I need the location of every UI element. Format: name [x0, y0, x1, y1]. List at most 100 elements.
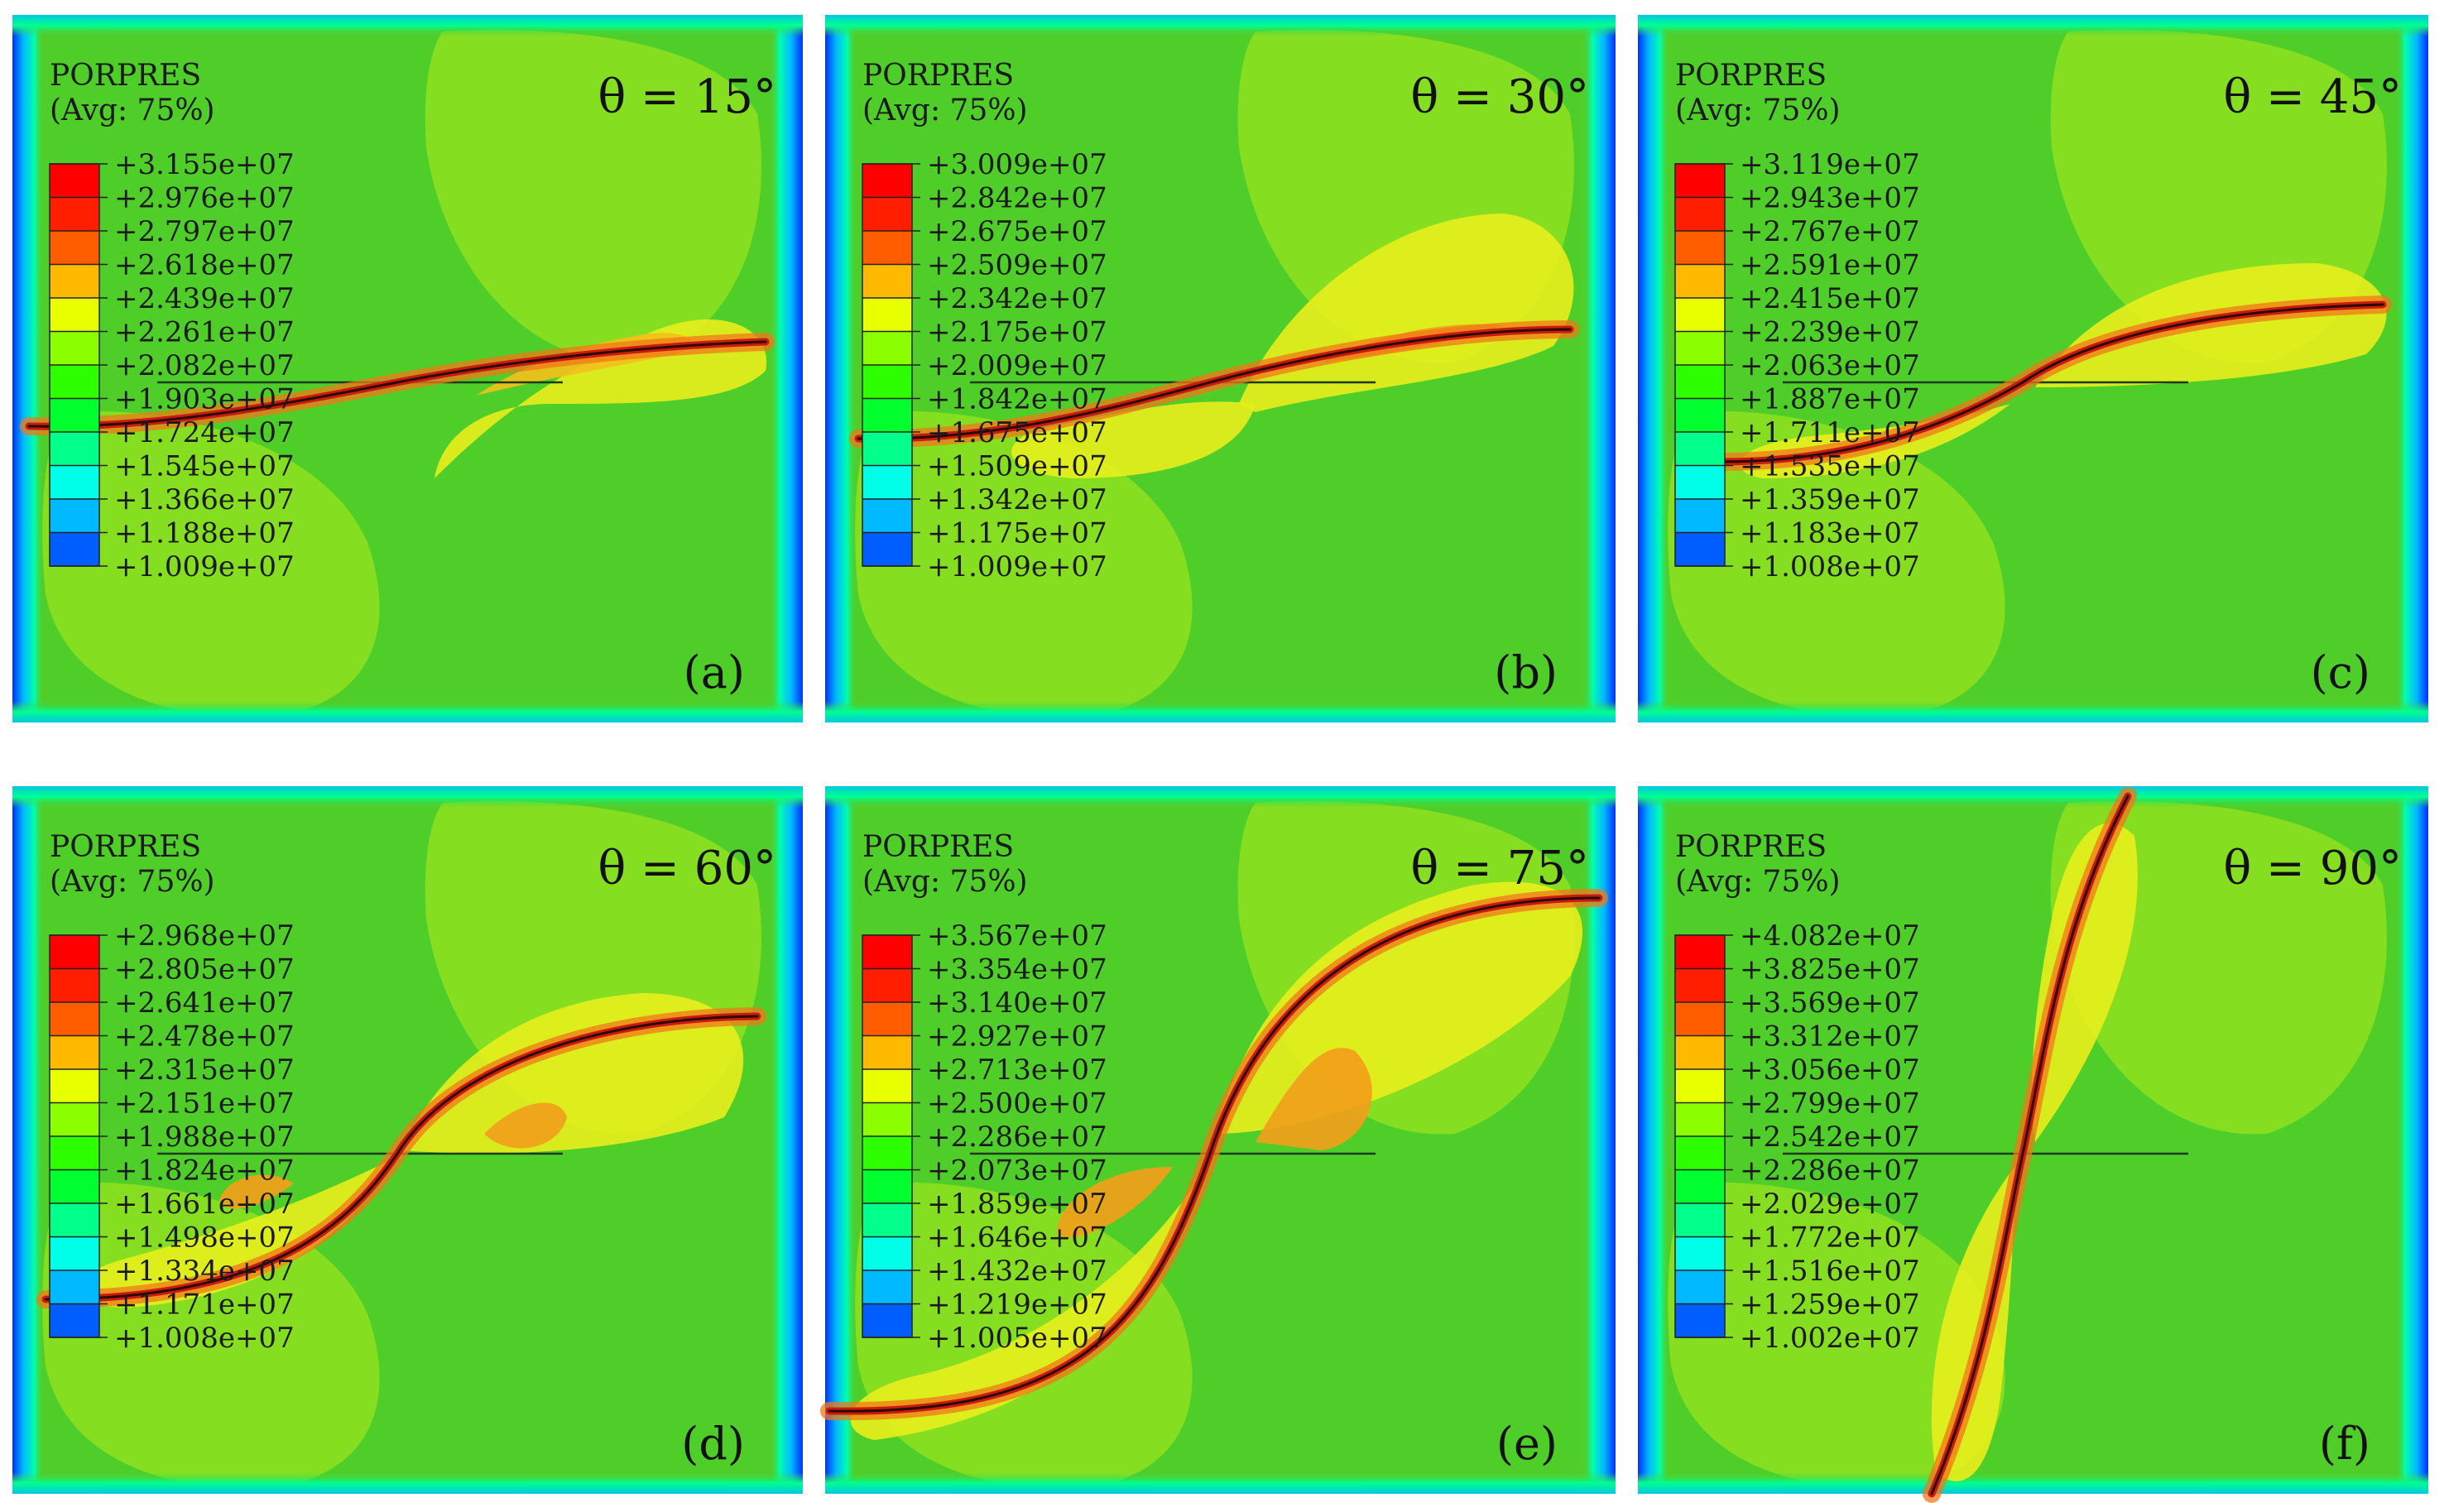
legend-swatch	[50, 365, 99, 399]
field-region-lower	[42, 410, 380, 718]
edge-right	[2395, 15, 2428, 722]
legend-swatch	[1675, 1270, 1725, 1304]
edge-right	[1582, 15, 1616, 722]
edge-bottom	[12, 1472, 803, 1494]
legend-swatch	[862, 197, 912, 232]
edge-left	[825, 786, 857, 1494]
legend-swatch	[862, 1035, 912, 1070]
legend-value: +2.927e+07	[927, 1020, 1107, 1054]
legend-value: +3.155e+07	[114, 148, 295, 181]
legend-value: +2.415e+07	[1740, 282, 1920, 315]
legend-swatch	[862, 1203, 912, 1237]
legend-value: +1.183e+07	[1740, 517, 1920, 550]
legend-swatch	[1675, 197, 1725, 232]
edge-top	[825, 15, 1616, 36]
edge-left	[1638, 786, 1669, 1494]
legend-swatch	[50, 1102, 99, 1137]
legend-value: +1.509e+07	[927, 450, 1107, 483]
edge-left	[12, 15, 44, 722]
panel-tag: (d)	[681, 1418, 745, 1470]
pressure-lobe	[1011, 401, 1256, 478]
legend-value: +1.988e+07	[114, 1121, 295, 1154]
legend-value: +2.542e+07	[1740, 1121, 1920, 1154]
legend-value: +3.312e+07	[1740, 1020, 1920, 1054]
legend-value: +1.711e+07	[1740, 416, 1920, 449]
legend-swatch	[1675, 968, 1725, 1003]
legend-swatch	[50, 398, 99, 433]
legend-value: +1.661e+07	[114, 1188, 295, 1221]
pressure-lobe	[219, 1174, 294, 1209]
panel-b: PORPRES(Avg: 75%)+3.009e+07+2.842e+07+2.…	[825, 15, 1616, 722]
panel-tag: (e)	[1496, 1418, 1558, 1470]
legend-swatch	[862, 365, 912, 399]
panel-tag: (f)	[2319, 1418, 2370, 1470]
legend-value: +2.029e+07	[1740, 1188, 1920, 1221]
legend-swatch	[1675, 365, 1725, 399]
legend-value: +2.478e+07	[114, 1020, 295, 1054]
legend-swatch	[50, 532, 99, 567]
legend-swatch	[50, 1002, 99, 1036]
crack-core	[828, 896, 1601, 1413]
panel-tag: (b)	[1494, 646, 1558, 698]
legend-swatch	[1675, 1069, 1725, 1103]
field-region-lower	[1668, 410, 2005, 718]
legend-value: +1.259e+07	[1740, 1289, 1920, 1322]
legend-swatch	[50, 432, 99, 466]
legend-swatch	[50, 331, 99, 366]
panel-e: PORPRES(Avg: 75%) +3.567e+07+3.354e+07+3.…	[820, 786, 1616, 1494]
legend-swatch	[862, 331, 912, 366]
legend-value: +1.498e+07	[114, 1222, 295, 1255]
pressure-lobe	[850, 1167, 1206, 1440]
legend-swatch	[50, 465, 99, 500]
legend-value: +2.073e+07	[927, 1154, 1107, 1188]
panel-f: PORPRES(Avg: 75%)+4.082e+07+3.825e+07+3.…	[1638, 786, 2428, 1503]
legend-value: +2.009e+07	[927, 349, 1107, 382]
legend-subtitle: (Avg: 75%)	[1675, 865, 1841, 899]
legend-swatch	[1675, 298, 1725, 332]
legend-swatch	[50, 231, 99, 265]
legend-subtitle: (Avg: 75%)	[862, 865, 1028, 899]
legend-swatch	[50, 1169, 99, 1204]
legend-swatch	[1675, 1136, 1725, 1170]
legend-swatch	[862, 432, 912, 466]
legend-swatch	[50, 298, 99, 332]
legend-swatch	[1675, 1169, 1725, 1204]
legend-value: +4.082e+07	[1740, 919, 1920, 953]
legend-value: +1.002e+07	[1740, 1322, 1920, 1355]
legend-swatch	[1675, 1303, 1725, 1338]
legend-swatch	[862, 231, 912, 265]
legend-value: +1.171e+07	[114, 1289, 295, 1322]
legend-swatch	[50, 1303, 99, 1338]
legend-swatch	[1675, 1203, 1725, 1237]
panel-tag: (c)	[2311, 646, 2370, 698]
legend-swatch	[50, 499, 99, 533]
legend-value: +2.286e+07	[1740, 1154, 1920, 1188]
theta-label: θ = 15°	[598, 70, 777, 124]
crack-core	[1719, 303, 2384, 463]
legend-value: +2.151e+07	[114, 1087, 295, 1121]
legend-value: +3.567e+07	[927, 919, 1107, 953]
legend-swatch	[1675, 499, 1725, 533]
legend-value: +2.082e+07	[114, 349, 295, 382]
legend-swatch	[1675, 532, 1725, 567]
legend-subtitle: (Avg: 75%)	[862, 94, 1028, 127]
legend-value: +2.713e+07	[927, 1054, 1107, 1087]
crack-core	[44, 1015, 759, 1301]
legend-swatch	[862, 532, 912, 567]
field-region-lower	[1668, 1182, 2005, 1490]
legend-swatch	[1675, 231, 1725, 265]
legend-value: +2.239e+07	[1740, 316, 1920, 349]
legend-value: +1.008e+07	[1740, 550, 1920, 583]
panel-tag: (a)	[684, 646, 745, 698]
legend-swatch	[50, 1236, 99, 1271]
legend-value: +1.008e+07	[114, 1322, 295, 1355]
legend-value: +1.432e+07	[927, 1255, 1107, 1288]
legend-value: +2.439e+07	[114, 282, 295, 315]
legend-value: +1.903e+07	[114, 383, 295, 416]
legend-value: +1.009e+07	[114, 550, 295, 583]
legend-swatch	[1675, 1002, 1725, 1036]
edge-top	[12, 786, 803, 808]
legend-swatch	[862, 164, 912, 198]
edge-bottom	[1638, 1472, 2428, 1494]
edge-bottom	[12, 701, 803, 722]
